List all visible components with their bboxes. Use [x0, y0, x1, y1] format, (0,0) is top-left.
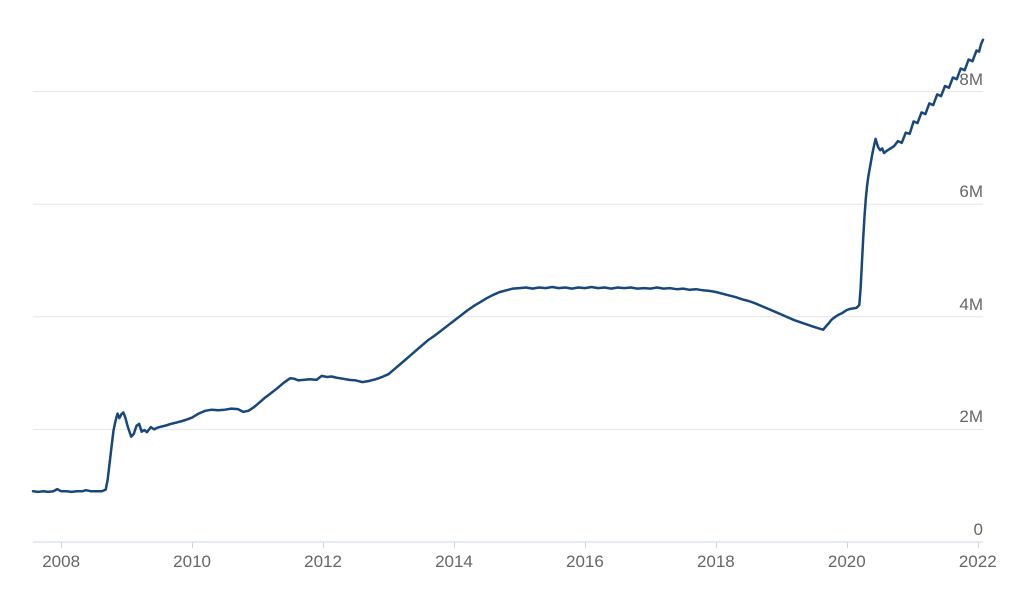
y-axis-label: 6M: [959, 182, 983, 202]
y-axis-label: 0: [973, 520, 983, 539]
x-axis-label: 2010: [173, 552, 211, 571]
x-axis-label: 2012: [304, 552, 342, 571]
y-axis-label: 4M: [959, 294, 983, 314]
data-series-line[interactable]: [31, 38, 985, 494]
y-axis-label: 8M: [959, 69, 983, 89]
x-axis-label: 2016: [566, 552, 604, 571]
x-axis-label: 2008: [42, 552, 81, 571]
x-axis-label: 2022: [958, 552, 997, 571]
x-axis-label: 2018: [696, 552, 735, 571]
y-axis-label: 2M: [959, 407, 983, 427]
x-axis-label: 2020: [827, 552, 866, 571]
x-axis-label: 2014: [435, 552, 473, 571]
